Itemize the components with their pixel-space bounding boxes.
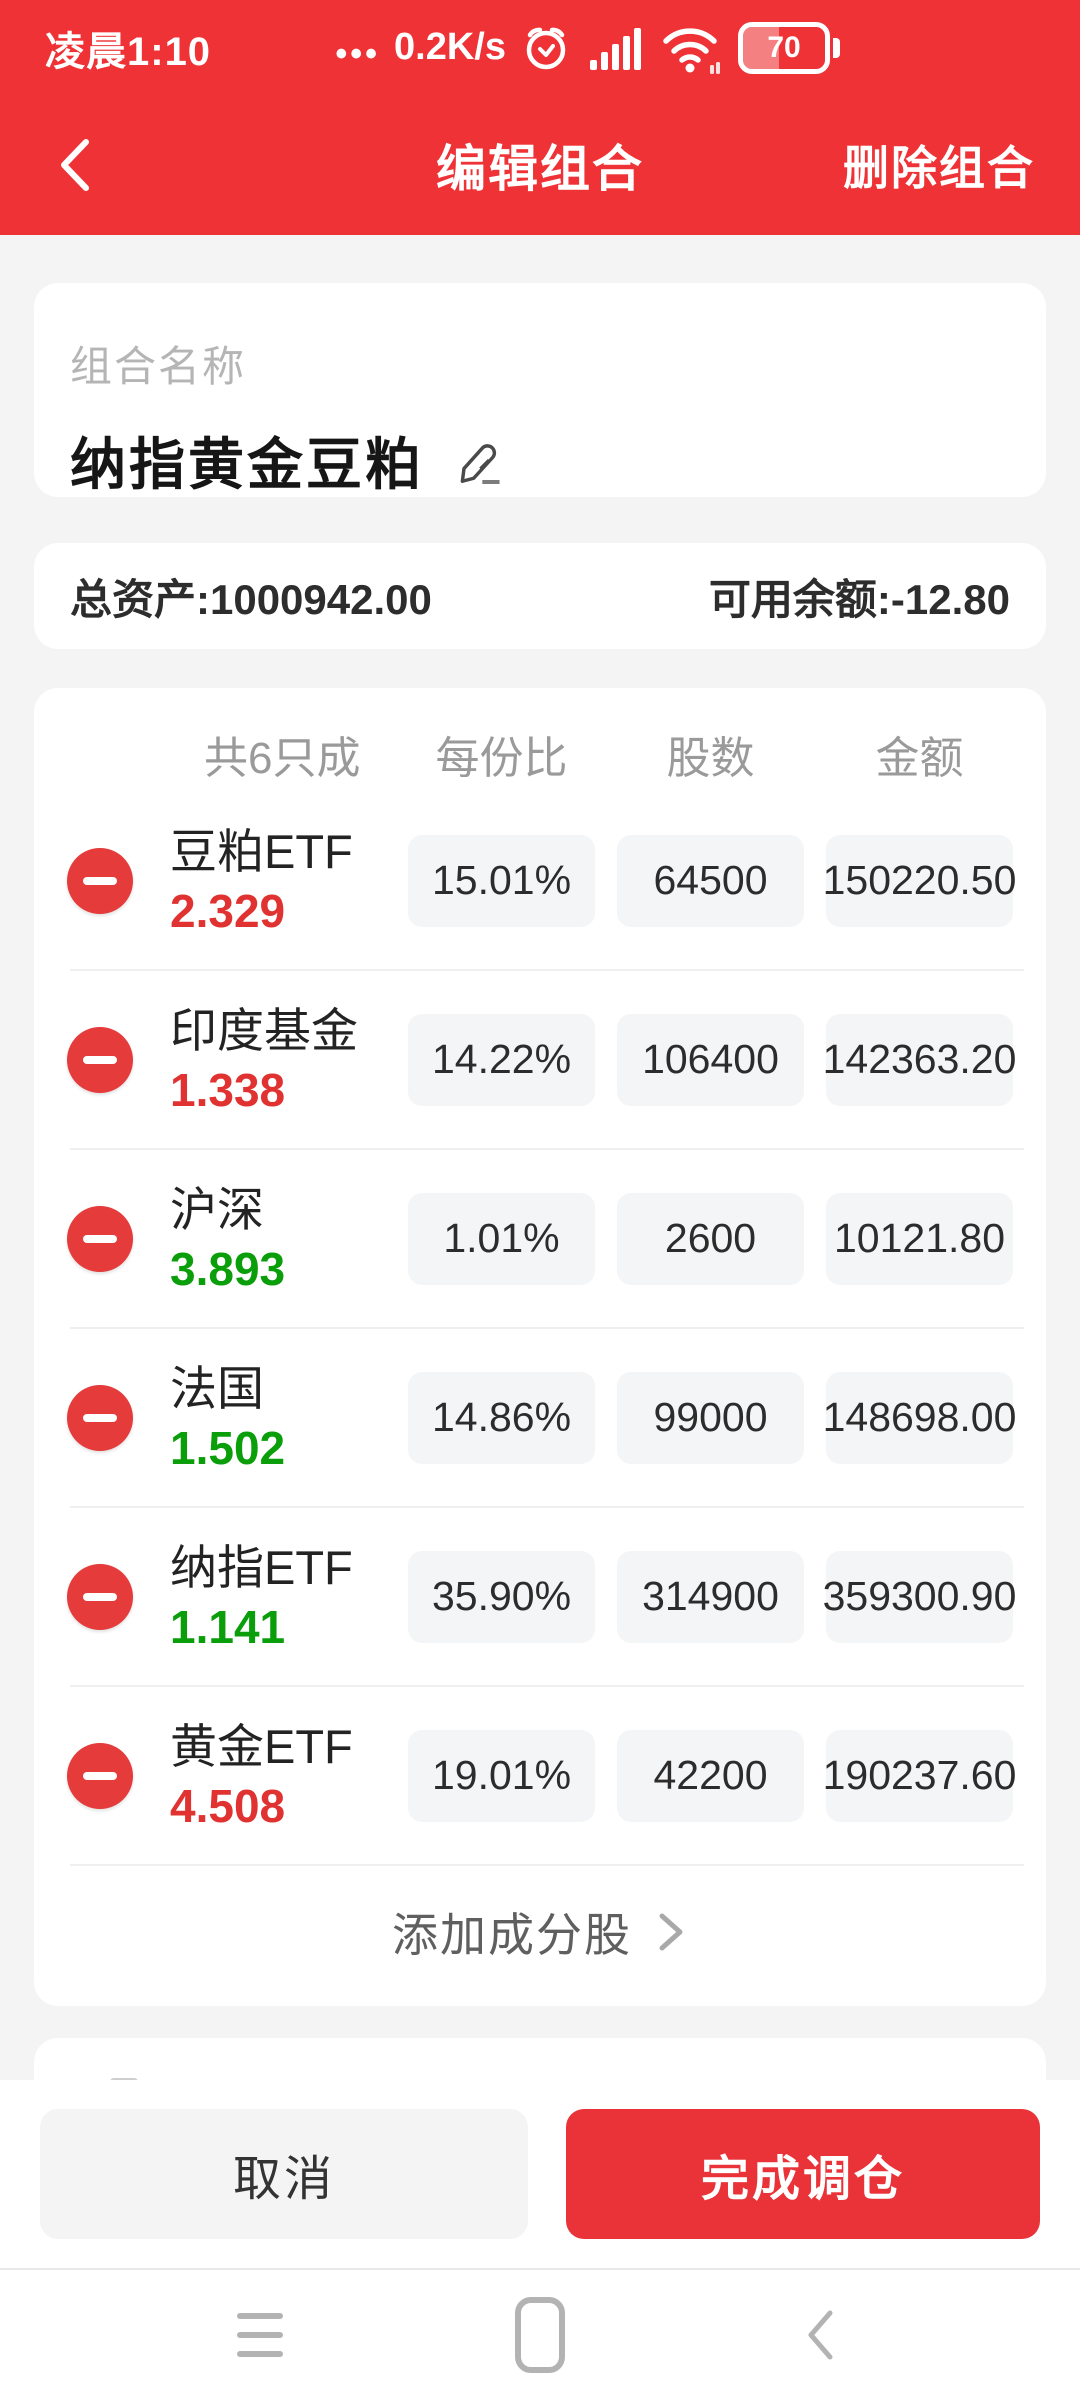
- battery-icon: 70: [738, 21, 842, 75]
- recents-button[interactable]: [200, 2285, 320, 2385]
- ratio-field[interactable]: 1.01%: [408, 1192, 595, 1285]
- holdings-card: 共6只成 每份比 股数 金额 豆粕ETF 2.329 15.01% 64500 …: [34, 688, 1046, 2006]
- cancel-button[interactable]: 取消: [40, 2109, 528, 2239]
- table-row: 法国 1.502 14.86% 99000 148698.00: [34, 1329, 1046, 1506]
- shares-field[interactable]: 42200: [617, 1729, 804, 1822]
- chevron-right-icon: [654, 1906, 688, 1958]
- stock-name: 沪深: [170, 1182, 264, 1236]
- stock-price: 1.141: [170, 1600, 286, 1653]
- assets-summary-card: 总资产:1000942.00 可用余额:-12.80: [34, 543, 1046, 649]
- stock-price: 1.502: [170, 1421, 286, 1474]
- amount-field[interactable]: 359300.90: [823, 1550, 1016, 1643]
- total-assets: 总资产:1000942.00: [70, 575, 432, 623]
- minus-icon: [83, 1234, 117, 1243]
- table-row: 沪深 3.893 1.01% 2600 10121.80: [34, 1150, 1046, 1327]
- network-speed: 0.2K/s: [394, 26, 506, 68]
- bottom-action-bar: 取消 完成调仓: [0, 2080, 1080, 2268]
- status-bar: 凌晨1:10 ••• 0.2K/s: [0, 0, 1080, 95]
- back-chevron-icon: [61, 139, 89, 191]
- amount-field[interactable]: 190237.60: [823, 1729, 1016, 1822]
- system-nav-bar: [0, 2268, 1080, 2400]
- clock-text: 凌晨1:10: [45, 29, 212, 74]
- remove-stock-button[interactable]: [67, 1384, 133, 1451]
- battery-percent: 70: [767, 30, 801, 64]
- row-divider: [70, 1506, 1024, 1508]
- app-bar: 编辑组合 删除组合: [0, 95, 1080, 235]
- stock-name: 法国: [170, 1361, 264, 1415]
- minus-icon: [83, 1413, 117, 1422]
- amount-field[interactable]: 10121.80: [826, 1192, 1013, 1285]
- row-divider: [70, 1327, 1024, 1329]
- home-icon: [515, 2297, 565, 2373]
- minus-icon: [83, 876, 117, 885]
- ratio-field[interactable]: 14.22%: [408, 1013, 595, 1106]
- remove-stock-button[interactable]: [67, 1026, 133, 1093]
- nav-back-icon: [808, 2310, 833, 2360]
- table-row: 纳指ETF 1.141 35.90% 314900 359300.90: [34, 1508, 1046, 1685]
- row-divider: [70, 1685, 1024, 1687]
- shares-field[interactable]: 106400: [617, 1013, 804, 1106]
- amount-field[interactable]: 142363.20: [823, 1013, 1016, 1106]
- alarm-icon: [520, 22, 572, 74]
- row-divider: [70, 1864, 1024, 1866]
- shares-field[interactable]: 99000: [617, 1371, 804, 1464]
- nav-back-button[interactable]: [760, 2285, 880, 2385]
- minus-icon: [83, 1592, 117, 1601]
- remove-stock-button[interactable]: [67, 1205, 133, 1272]
- wifi-icon: [660, 21, 724, 75]
- stock-name: 黄金ETF: [170, 1719, 353, 1773]
- status-icons: ••• 0.2K/s: [335, 21, 842, 75]
- remove-stock-button[interactable]: [67, 847, 133, 914]
- column-ratio: 每份比: [435, 734, 568, 783]
- table-row: 黄金ETF 4.508 19.01% 42200 190237.60: [34, 1687, 1046, 1864]
- top-red-band: [0, 0, 1080, 235]
- stock-price: 2.329: [170, 884, 286, 937]
- stock-price: 1.338: [170, 1063, 286, 1116]
- row-divider: [70, 1148, 1024, 1150]
- add-stock-label: 添加成分股: [392, 1909, 632, 1961]
- back-button[interactable]: [52, 130, 112, 200]
- amount-field[interactable]: 150220.50: [823, 834, 1016, 927]
- available-balance: 可用余额:-12.80: [708, 575, 1010, 623]
- data-dots-icon: •••: [335, 34, 381, 73]
- holdings-count-header: 共6只成: [204, 734, 361, 783]
- stock-name: 豆粕ETF: [170, 824, 353, 878]
- table-row: 豆粕ETF 2.329 15.01% 64500 150220.50: [34, 792, 1046, 969]
- column-amount: 金额: [875, 734, 964, 783]
- next-card-partial: [34, 2038, 1046, 2086]
- shares-field[interactable]: 64500: [617, 834, 804, 927]
- holdings-header-row: 共6只成 每份比 股数 金额: [34, 716, 1046, 792]
- minus-icon: [83, 1055, 117, 1064]
- column-shares: 股数: [666, 734, 755, 783]
- pencil-icon: [460, 443, 500, 484]
- signal-icon: [586, 22, 646, 74]
- portfolio-name-label: 组合名称: [70, 343, 247, 390]
- home-button[interactable]: [480, 2285, 600, 2385]
- ratio-field[interactable]: 35.90%: [408, 1550, 595, 1643]
- edit-name-button[interactable]: [450, 433, 506, 489]
- amount-field[interactable]: 148698.00: [823, 1371, 1016, 1464]
- stock-price: 4.508: [170, 1779, 286, 1832]
- shares-field[interactable]: 314900: [617, 1550, 804, 1643]
- stock-name: 纳指ETF: [170, 1540, 353, 1594]
- table-row: 印度基金 1.338 14.22% 106400 142363.20: [34, 971, 1046, 1148]
- remove-stock-button[interactable]: [67, 1742, 133, 1809]
- row-divider: [70, 969, 1024, 971]
- ratio-field[interactable]: 14.86%: [408, 1371, 595, 1464]
- ratio-field[interactable]: 19.01%: [408, 1729, 595, 1822]
- delete-portfolio-button[interactable]: 删除组合: [843, 142, 1035, 194]
- recents-icon: [237, 2313, 283, 2357]
- shares-field[interactable]: 2600: [617, 1192, 804, 1285]
- confirm-rebalance-button[interactable]: 完成调仓: [566, 2109, 1040, 2239]
- portfolio-name-value: 纳指黄金豆粕: [70, 433, 424, 496]
- portfolio-name-card: 组合名称 纳指黄金豆粕: [34, 283, 1046, 497]
- page-title: 编辑组合: [436, 141, 644, 197]
- minus-icon: [83, 1771, 117, 1780]
- stock-name: 印度基金: [170, 1003, 358, 1057]
- stock-price: 3.893: [170, 1242, 286, 1295]
- ratio-field[interactable]: 15.01%: [408, 834, 595, 927]
- remove-stock-button[interactable]: [67, 1563, 133, 1630]
- add-stock-button[interactable]: 添加成分股: [34, 1866, 1046, 1998]
